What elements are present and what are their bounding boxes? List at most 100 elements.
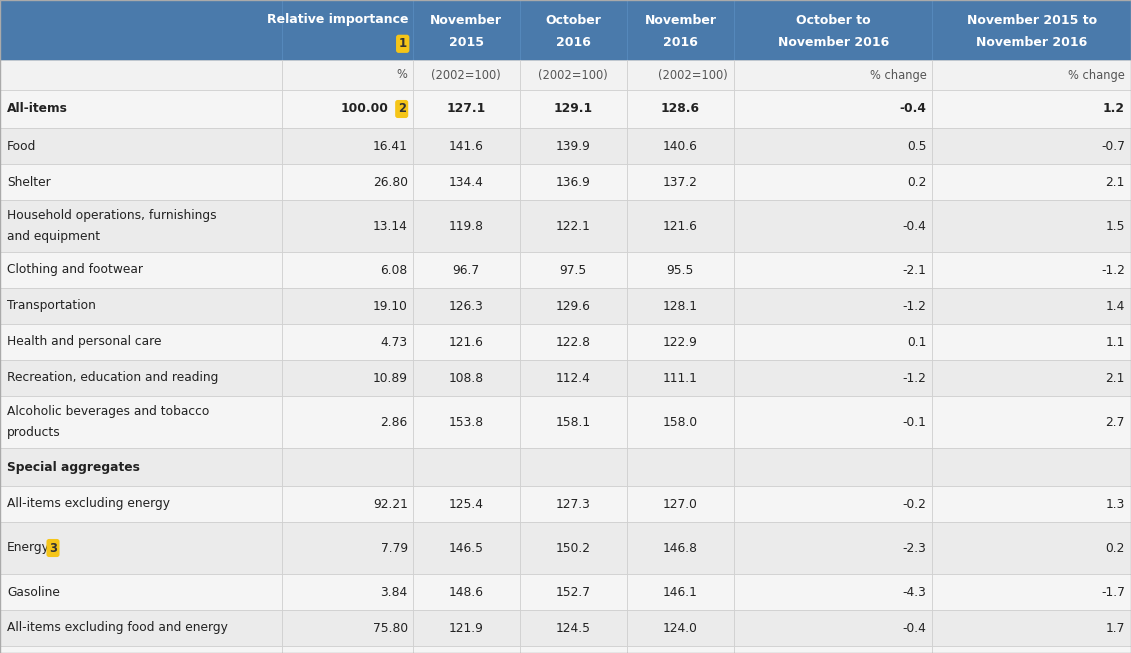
- Bar: [627, 522, 734, 574]
- Text: 146.5: 146.5: [449, 541, 484, 554]
- Bar: [932, 448, 1131, 486]
- Text: 13.14: 13.14: [373, 219, 407, 232]
- Bar: [627, 288, 734, 324]
- Text: 148.6: 148.6: [449, 586, 484, 599]
- Bar: [734, 360, 932, 396]
- Text: % change: % change: [1068, 69, 1125, 82]
- Bar: [413, 0, 520, 60]
- Text: -0.4: -0.4: [899, 103, 926, 116]
- Text: -0.4: -0.4: [903, 219, 926, 232]
- Bar: [932, 60, 1131, 90]
- Bar: [734, 610, 932, 646]
- Bar: [734, 324, 932, 360]
- Bar: [520, 90, 627, 128]
- Bar: [734, 60, 932, 90]
- Text: 108.8: 108.8: [449, 372, 484, 385]
- Text: Relative importance: Relative importance: [267, 12, 408, 25]
- Text: 0.2: 0.2: [907, 176, 926, 189]
- Text: 2016: 2016: [663, 35, 698, 48]
- Bar: [627, 0, 734, 60]
- Text: 0.1: 0.1: [907, 336, 926, 349]
- Bar: [627, 646, 734, 653]
- Text: November 2016: November 2016: [976, 35, 1087, 48]
- Bar: [734, 448, 932, 486]
- Bar: [282, 200, 413, 252]
- Text: October to: October to: [796, 14, 871, 27]
- Bar: [734, 522, 932, 574]
- Text: Household operations, furnishings: Household operations, furnishings: [7, 209, 217, 222]
- Text: 126.3: 126.3: [449, 300, 484, 313]
- Text: 146.8: 146.8: [663, 541, 698, 554]
- Text: Shelter: Shelter: [7, 176, 51, 189]
- Bar: [627, 60, 734, 90]
- Text: Transportation: Transportation: [7, 300, 96, 313]
- Bar: [0, 128, 282, 164]
- Bar: [520, 200, 627, 252]
- Text: -1.2: -1.2: [1102, 264, 1125, 276]
- Text: 6.08: 6.08: [380, 264, 407, 276]
- Text: 127.0: 127.0: [663, 498, 698, 511]
- Text: 1.7: 1.7: [1106, 622, 1125, 635]
- Bar: [734, 0, 932, 60]
- Text: 129.6: 129.6: [555, 300, 590, 313]
- Bar: [520, 252, 627, 288]
- Bar: [627, 200, 734, 252]
- Bar: [520, 60, 627, 90]
- Text: 127.1: 127.1: [447, 103, 486, 116]
- Text: -0.4: -0.4: [903, 622, 926, 635]
- Text: 112.4: 112.4: [555, 372, 590, 385]
- Text: 150.2: 150.2: [555, 541, 590, 554]
- Bar: [932, 360, 1131, 396]
- Text: 75.80: 75.80: [372, 622, 407, 635]
- Text: -2.3: -2.3: [903, 541, 926, 554]
- Bar: [413, 360, 520, 396]
- Bar: [413, 60, 520, 90]
- Bar: [282, 90, 413, 128]
- Bar: [627, 360, 734, 396]
- Bar: [520, 448, 627, 486]
- Bar: [413, 448, 520, 486]
- Bar: [627, 448, 734, 486]
- Text: 121.6: 121.6: [663, 219, 698, 232]
- Bar: [0, 646, 282, 653]
- Bar: [282, 288, 413, 324]
- Text: (2002=100): (2002=100): [538, 69, 608, 82]
- Bar: [520, 610, 627, 646]
- Text: 1.2: 1.2: [1103, 103, 1125, 116]
- Bar: [627, 90, 734, 128]
- Text: products: products: [7, 426, 61, 439]
- Text: 97.5: 97.5: [560, 264, 587, 276]
- Bar: [932, 522, 1131, 574]
- Bar: [282, 164, 413, 200]
- Bar: [627, 396, 734, 448]
- Bar: [734, 646, 932, 653]
- Bar: [413, 128, 520, 164]
- Bar: [627, 486, 734, 522]
- Text: 96.7: 96.7: [452, 264, 480, 276]
- Text: November 2016: November 2016: [778, 35, 889, 48]
- Bar: [413, 610, 520, 646]
- Text: 128.1: 128.1: [663, 300, 698, 313]
- Text: All-items excluding food and energy: All-items excluding food and energy: [7, 622, 227, 635]
- Text: 119.8: 119.8: [449, 219, 484, 232]
- Bar: [0, 448, 282, 486]
- Bar: [413, 324, 520, 360]
- Text: 139.9: 139.9: [555, 140, 590, 153]
- Text: 152.7: 152.7: [555, 586, 590, 599]
- Bar: [734, 200, 932, 252]
- Text: 158.1: 158.1: [555, 415, 590, 428]
- Text: 2.7: 2.7: [1106, 415, 1125, 428]
- Bar: [520, 574, 627, 610]
- Bar: [627, 610, 734, 646]
- Text: 136.9: 136.9: [555, 176, 590, 189]
- Bar: [520, 288, 627, 324]
- Text: 2016: 2016: [555, 35, 590, 48]
- Text: 141.6: 141.6: [449, 140, 484, 153]
- Text: 146.1: 146.1: [663, 586, 698, 599]
- Bar: [734, 90, 932, 128]
- Text: 16.41: 16.41: [373, 140, 407, 153]
- Text: 2015: 2015: [449, 35, 484, 48]
- Bar: [734, 574, 932, 610]
- Text: November: November: [645, 14, 716, 27]
- Text: 95.5: 95.5: [666, 264, 694, 276]
